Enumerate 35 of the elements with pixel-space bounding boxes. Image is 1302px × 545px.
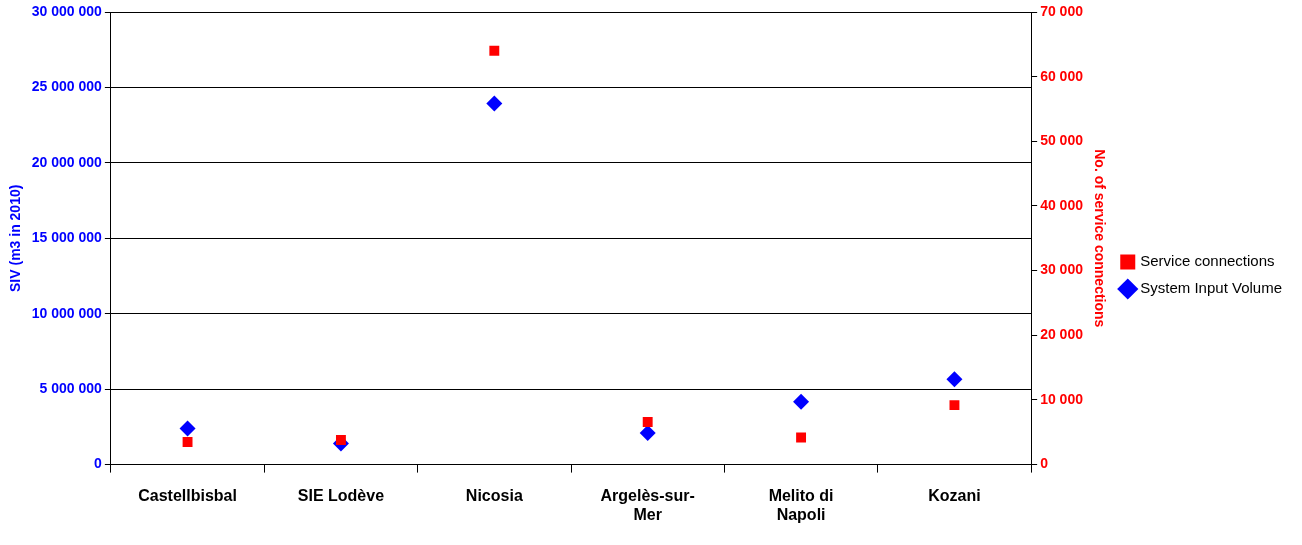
y-tick-label: 20 000 000: [31, 153, 103, 170]
y2-tick-label: 10 000: [1040, 390, 1084, 407]
x-tick-label: Nicosia: [465, 486, 523, 504]
point: [179, 420, 196, 437]
y2-tick-label: 50 000: [1040, 132, 1084, 149]
y-axis-title: SIV (m3 in 2010): [7, 184, 24, 292]
x-tick-label: SIE Lodève: [297, 486, 385, 504]
x-tick-label: Castellbisbal: [138, 486, 237, 504]
y-tick-label: 15 000 000: [31, 229, 103, 246]
y2-axis-title: No. of service connections: [1091, 149, 1108, 328]
y2-tick-label: 20 000: [1040, 326, 1084, 343]
y2-tick-label: 60 000: [1040, 67, 1084, 84]
point: [335, 435, 346, 445]
y2-tick-label: 40 000: [1040, 196, 1084, 213]
x-tick-label: Argelès-sur-Mer: [600, 486, 695, 523]
y-tick-label: 25 000 000: [31, 78, 103, 95]
y-tick-label: 30 000 000: [31, 2, 103, 19]
point: [489, 45, 500, 56]
x-tick-label: Melito di Napoli: [768, 486, 834, 523]
y-tick-label: 5 000 000: [39, 380, 103, 397]
legend-label: Service connections: [1140, 252, 1275, 270]
point: [182, 437, 193, 447]
y2-tick-label: 0: [1040, 455, 1049, 472]
y-tick-label: 10 000 000: [31, 304, 103, 321]
legend-label: System Input Volume: [1140, 279, 1283, 297]
y2-tick-label: 30 000: [1040, 261, 1084, 278]
point: [486, 95, 503, 112]
point: [949, 400, 960, 411]
y-tick-label: 0: [94, 455, 103, 472]
point: [796, 432, 807, 443]
point: [793, 393, 810, 410]
x-tick-label: Kozani: [928, 486, 981, 504]
y2-tick-label: 70 000: [1040, 2, 1084, 19]
point: [946, 371, 963, 388]
point: [642, 416, 653, 427]
